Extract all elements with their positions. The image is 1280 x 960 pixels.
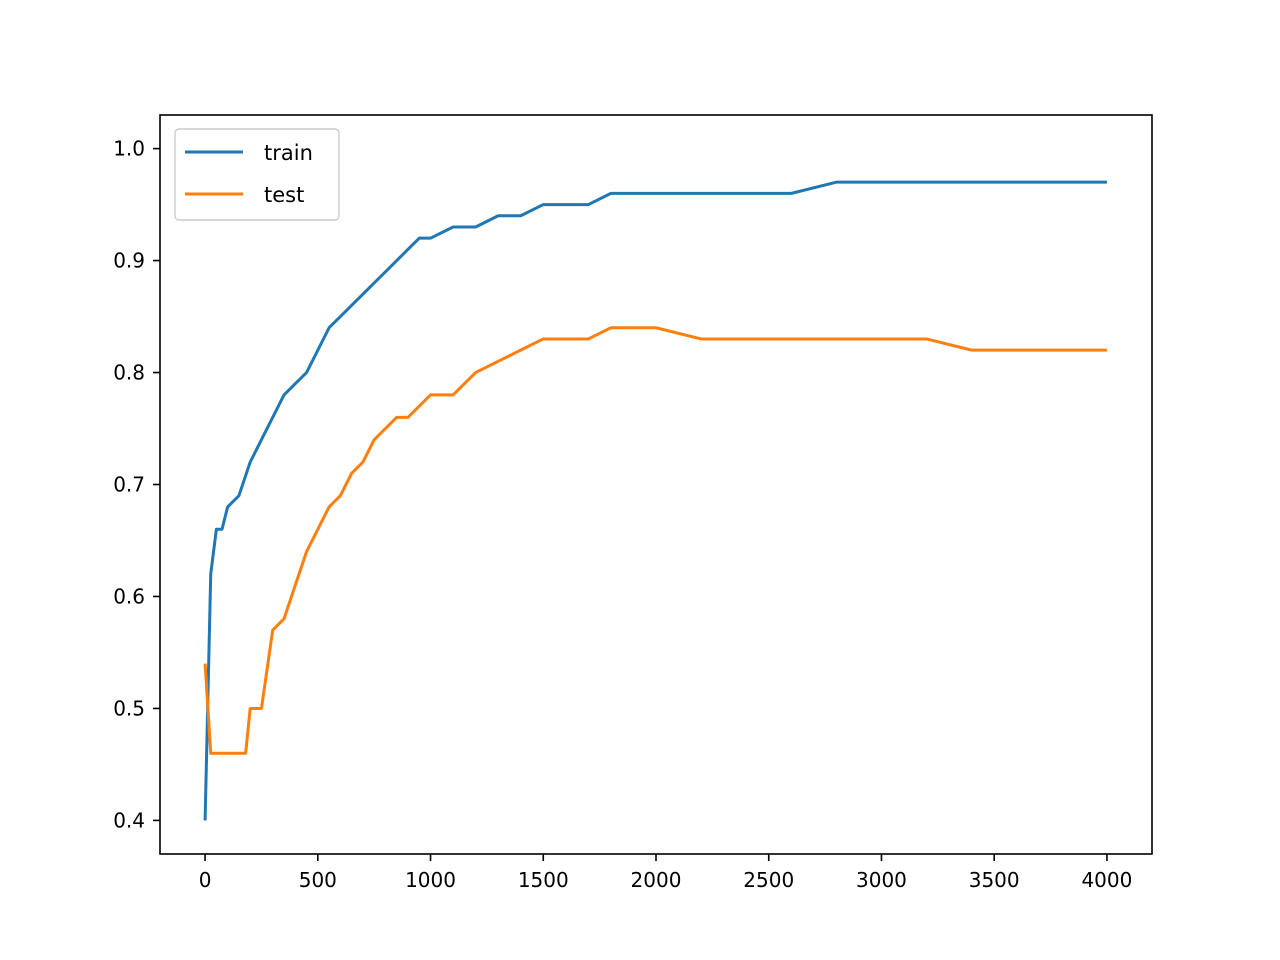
legend-box [174,128,340,221]
x-tick-label: 0 [199,868,212,892]
x-tick-label: 1000 [405,868,456,892]
y-tick-label: 0.8 [113,361,145,385]
x-tick-label: 1500 [518,868,569,892]
legend: train test [174,128,340,221]
series-line-train [203,180,1107,821]
y-tick-label: 0.4 [113,808,145,832]
x-tick-label: 4000 [1081,868,1132,892]
y-tick-label: 1.0 [113,137,145,161]
series-layer [203,180,1107,821]
series-line-test [203,326,1107,755]
y-tick-label: 0.6 [113,584,145,608]
x-axis: 0 500 1000 1500 2000 2500 3000 3500 4000 [199,854,1132,892]
legend-label-train: train [264,141,313,165]
y-tick-label: 0.5 [113,696,145,720]
x-tick-label: 3500 [969,868,1020,892]
y-tick-label: 0.9 [113,249,145,273]
legend-label-test: test [264,183,304,207]
y-tick-label: 0.7 [113,473,145,497]
x-tick-label: 500 [299,868,337,892]
y-axis: 0.4 0.5 0.6 0.7 0.8 0.9 1.0 [113,137,160,832]
x-tick-label: 2500 [743,868,794,892]
x-tick-label: 3000 [856,868,907,892]
x-tick-label: 2000 [631,868,682,892]
